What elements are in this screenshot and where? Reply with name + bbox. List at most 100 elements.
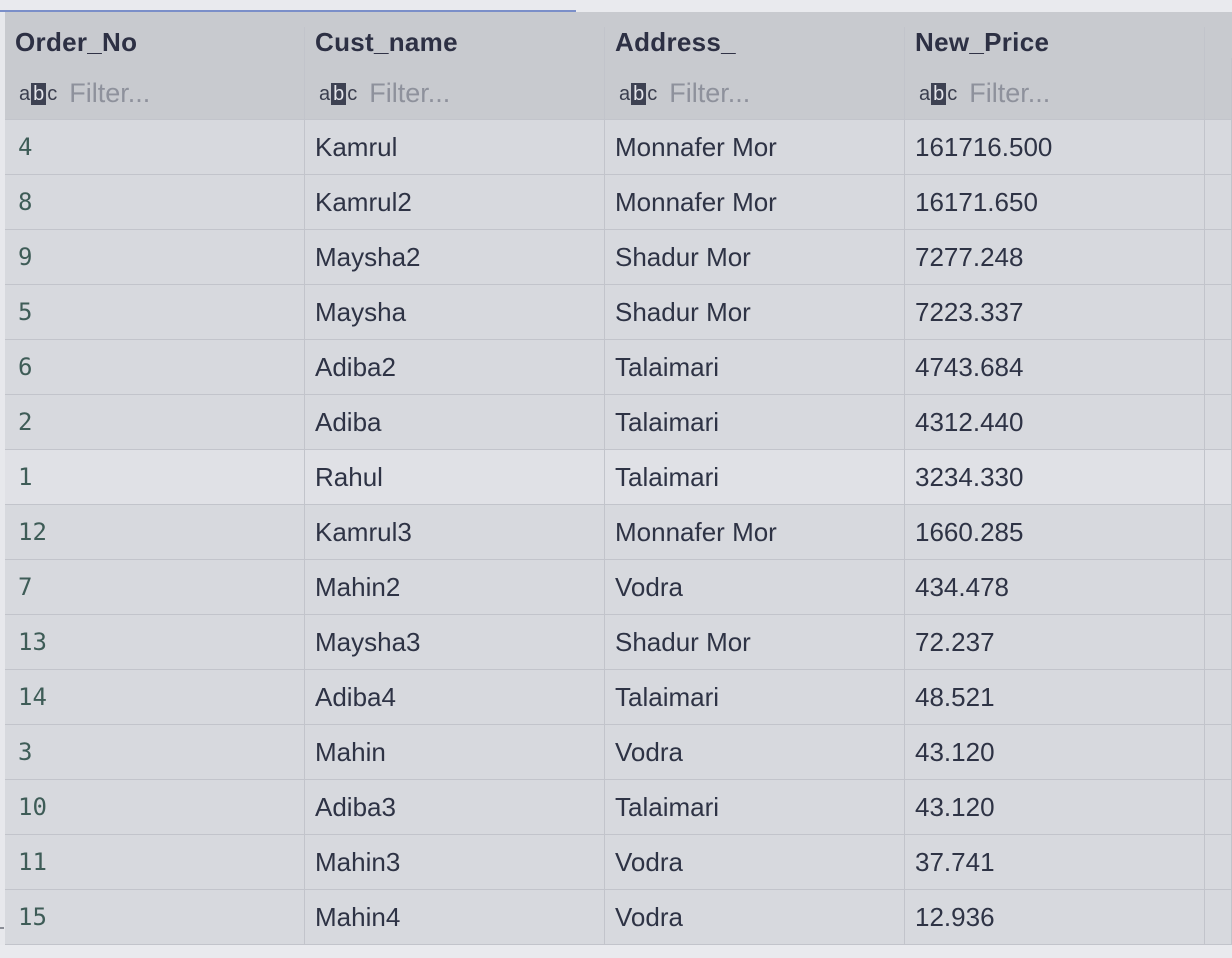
cell-cust-name[interactable]: Adiba3 [305, 780, 605, 834]
table-row[interactable]: 2 Adiba Talaimari 4312.440 [5, 395, 1232, 450]
table-row[interactable]: 10 Adiba3 Talaimari 43.120 [5, 780, 1232, 835]
table-row[interactable]: 14 Adiba4 Talaimari 48.521 [5, 670, 1232, 725]
row-spacer [1205, 835, 1232, 889]
cell-cust-name[interactable]: Adiba4 [305, 670, 605, 724]
row-spacer [1205, 285, 1232, 339]
cell-address[interactable]: Monnafer Mor [605, 120, 905, 174]
filter-row: abc abc abc abc [5, 68, 1232, 120]
column-header-order-no[interactable]: Order_No [5, 27, 305, 68]
cell-cust-name[interactable]: Kamrul3 [305, 505, 605, 559]
table-row[interactable]: 13 Maysha3 Shadur Mor 72.237 [5, 615, 1232, 670]
column-header-address[interactable]: Address_ [605, 27, 905, 68]
tab-strip [0, 0, 1232, 12]
cell-cust-name[interactable]: Adiba [305, 395, 605, 449]
table-row[interactable]: 7 Mahin2 Vodra 434.478 [5, 560, 1232, 615]
cell-new-price[interactable]: 7223.337 [905, 285, 1205, 339]
filter-input-address[interactable] [669, 78, 870, 109]
column-header-cust-name[interactable]: Cust_name [305, 27, 605, 68]
row-spacer [1205, 505, 1232, 559]
cell-cust-name[interactable]: Kamrul2 [305, 175, 605, 229]
cell-address[interactable]: Vodra [605, 560, 905, 614]
cell-address[interactable]: Talaimari [605, 670, 905, 724]
cell-cust-name[interactable]: Maysha3 [305, 615, 605, 669]
cell-cust-name[interactable]: Kamrul [305, 120, 605, 174]
cell-address[interactable]: Talaimari [605, 395, 905, 449]
cell-order-no[interactable]: 12 [5, 505, 305, 559]
table-row[interactable]: 1 Rahul Talaimari 3234.330 [5, 450, 1232, 505]
table-row[interactable]: 4 Kamrul Monnafer Mor 161716.500 [5, 120, 1232, 175]
cell-address[interactable]: Monnafer Mor [605, 505, 905, 559]
row-spacer [1205, 725, 1232, 779]
cell-order-no[interactable]: 4 [5, 120, 305, 174]
cell-order-no[interactable]: 14 [5, 670, 305, 724]
column-header-new-price[interactable]: New_Price [905, 27, 1205, 68]
cell-address[interactable]: Shadur Mor [605, 285, 905, 339]
table-row[interactable]: 6 Adiba2 Talaimari 4743.684 [5, 340, 1232, 395]
cell-cust-name[interactable]: Maysha [305, 285, 605, 339]
cell-new-price[interactable]: 3234.330 [905, 450, 1205, 504]
cell-cust-name[interactable]: Maysha2 [305, 230, 605, 284]
cell-new-price[interactable]: 43.120 [905, 725, 1205, 779]
cell-new-price[interactable]: 48.521 [905, 670, 1205, 724]
table-row[interactable]: 3 Mahin Vodra 43.120 [5, 725, 1232, 780]
row-spacer [1205, 395, 1232, 449]
cell-cust-name[interactable]: Mahin3 [305, 835, 605, 889]
cell-address[interactable]: Talaimari [605, 450, 905, 504]
table-row[interactable]: 5 Maysha Shadur Mor 7223.337 [5, 285, 1232, 340]
row-spacer [1205, 780, 1232, 834]
cell-address[interactable]: Shadur Mor [605, 615, 905, 669]
cell-order-no[interactable]: 1 [5, 450, 305, 504]
table-row[interactable]: 15 Mahin4 Vodra 12.936 [5, 890, 1232, 945]
cell-address[interactable]: Vodra [605, 725, 905, 779]
cell-new-price[interactable]: 12.936 [905, 890, 1205, 944]
cell-order-no[interactable]: 7 [5, 560, 305, 614]
cell-new-price[interactable]: 161716.500 [905, 120, 1205, 174]
active-tab-indicator [0, 10, 576, 12]
table-row[interactable]: 8 Kamrul2 Monnafer Mor 16171.650 [5, 175, 1232, 230]
cell-order-no[interactable]: 6 [5, 340, 305, 394]
cell-new-price[interactable]: 4312.440 [905, 395, 1205, 449]
row-spacer [1205, 615, 1232, 669]
cell-new-price[interactable]: 72.237 [905, 615, 1205, 669]
cell-cust-name[interactable]: Mahin4 [305, 890, 605, 944]
cell-order-no[interactable]: 11 [5, 835, 305, 889]
filter-input-new-price[interactable] [969, 78, 1170, 109]
cell-cust-name[interactable]: Mahin [305, 725, 605, 779]
cell-address[interactable]: Vodra [605, 835, 905, 889]
cell-order-no[interactable]: 5 [5, 285, 305, 339]
cell-cust-name[interactable]: Adiba2 [305, 340, 605, 394]
cell-new-price[interactable]: 4743.684 [905, 340, 1205, 394]
header-spacer [1205, 58, 1232, 68]
cell-order-no[interactable]: 10 [5, 780, 305, 834]
cell-new-price[interactable]: 37.741 [905, 835, 1205, 889]
table-row[interactable]: 11 Mahin3 Vodra 37.741 [5, 835, 1232, 890]
row-spacer [1205, 560, 1232, 614]
cell-address[interactable]: Monnafer Mor [605, 175, 905, 229]
cell-new-price[interactable]: 7277.248 [905, 230, 1205, 284]
cell-new-price[interactable]: 43.120 [905, 780, 1205, 834]
table-row[interactable]: 9 Maysha2 Shadur Mor 7277.248 [5, 230, 1232, 285]
cell-address[interactable]: Vodra [605, 890, 905, 944]
cell-address[interactable]: Shadur Mor [605, 230, 905, 284]
filter-input-cust-name[interactable] [369, 78, 570, 109]
cell-order-no[interactable]: 13 [5, 615, 305, 669]
cell-order-no[interactable]: 3 [5, 725, 305, 779]
cell-order-no[interactable]: 9 [5, 230, 305, 284]
cell-address[interactable]: Talaimari [605, 340, 905, 394]
table-row[interactable]: 12 Kamrul3 Monnafer Mor 1660.285 [5, 505, 1232, 560]
cell-new-price[interactable]: 16171.650 [905, 175, 1205, 229]
cell-cust-name[interactable]: Mahin2 [305, 560, 605, 614]
cell-new-price[interactable]: 1660.285 [905, 505, 1205, 559]
cell-order-no[interactable]: 2 [5, 395, 305, 449]
cell-address[interactable]: Talaimari [605, 780, 905, 834]
cell-order-no[interactable]: 8 [5, 175, 305, 229]
cell-new-price[interactable]: 434.478 [905, 560, 1205, 614]
cell-order-no[interactable]: 15 [5, 890, 305, 944]
cell-cust-name[interactable]: Rahul [305, 450, 605, 504]
filter-input-order-no[interactable] [69, 78, 270, 109]
